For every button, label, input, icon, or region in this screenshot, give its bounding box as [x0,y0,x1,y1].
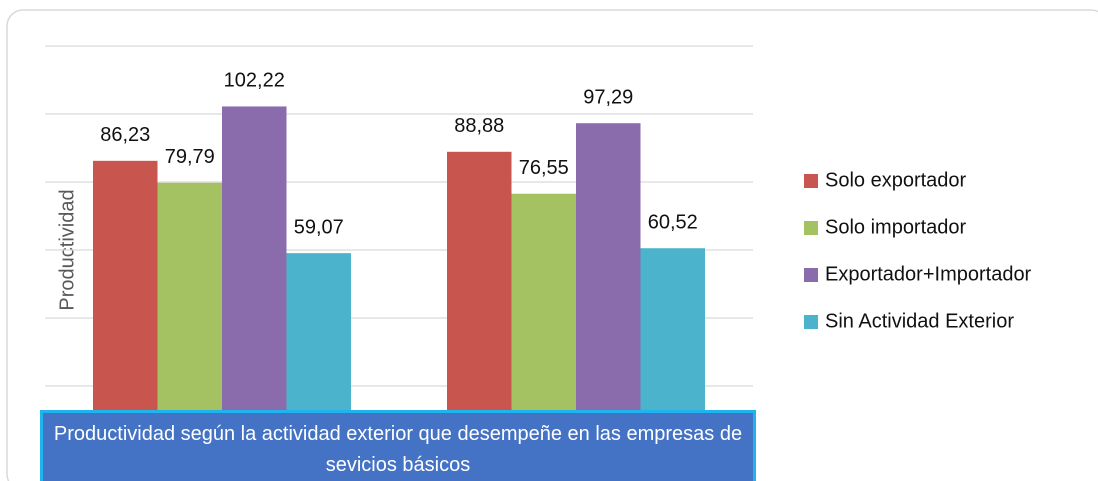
bar [576,123,641,455]
data-label: 59,07 [294,216,344,238]
data-label: 102,22 [224,70,285,92]
legend-swatch [804,174,818,188]
legend-label: Solo importador [825,216,967,238]
data-label: 79,79 [165,146,215,168]
legend-label: Sin Actividad Exterior [825,310,1014,332]
legend-swatch [804,315,818,329]
legend-swatch [804,221,818,235]
legend-swatch [804,268,818,282]
bar [447,151,512,455]
data-label: 97,29 [583,86,633,108]
bar [222,106,287,455]
legend-label: Solo exportador [825,169,967,191]
bar [93,160,158,454]
data-label: 86,23 [100,124,150,146]
bar [157,182,222,455]
data-label: 88,88 [454,115,504,137]
data-label: 60,52 [648,212,698,234]
chart-caption: Productividad según la actividad exterio… [40,410,756,481]
data-label: 76,55 [519,157,569,179]
legend-label: Exportador+Importador [825,263,1032,285]
